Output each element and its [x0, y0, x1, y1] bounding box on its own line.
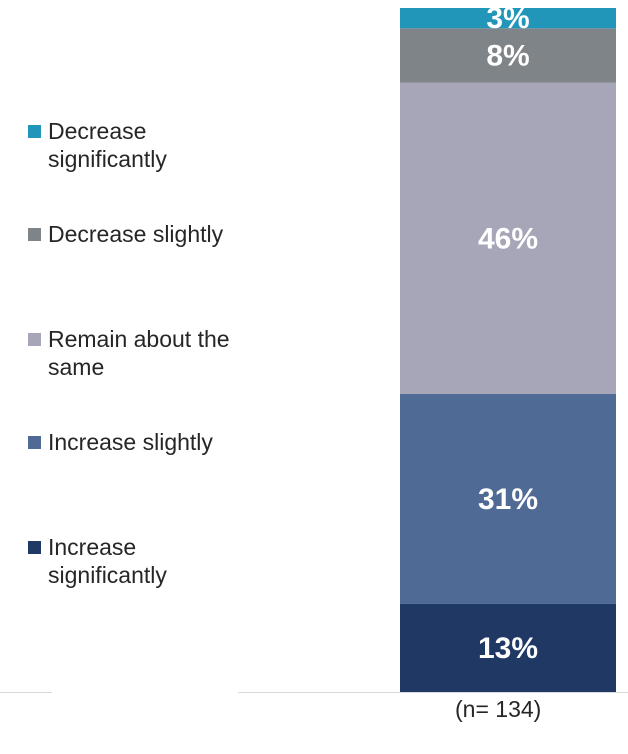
bar-segment-decrease-significantly	[400, 8, 616, 29]
legend-item-decrease-slightly: Decrease slightly	[28, 220, 293, 248]
data-label-remain-about-the-same: 46%	[478, 222, 538, 255]
legend-label-decrease-slightly: Decrease slightly	[48, 221, 224, 247]
bar-segment-remain-about-the-same	[400, 82, 616, 395]
legend-swatch-decrease-significantly	[28, 125, 41, 138]
legend-swatch-increase-slightly	[28, 436, 41, 449]
legend-item-increase-slightly: Increase slightly	[28, 428, 293, 456]
legend-label-remain-about-the-same: Remain about the same	[48, 326, 230, 380]
bar-segment-increase-significantly	[400, 603, 616, 692]
bar-segment-increase-slightly	[400, 394, 616, 604]
baseline-left	[0, 692, 52, 693]
legend-item-increase-significantly: Increase significantly	[28, 533, 208, 589]
data-label-increase-slightly: 31%	[478, 483, 538, 516]
sample-size-note: (n= 134)	[455, 696, 542, 722]
data-label-increase-significantly: 13%	[478, 632, 538, 665]
legend-item-remain-about-the-same: Remain about the same	[28, 325, 288, 381]
legend-item-decrease-significantly: Decrease significantly	[28, 117, 208, 173]
bar-segment-decrease-slightly	[400, 28, 616, 83]
legend-swatch-remain-about-the-same	[28, 333, 41, 346]
legend-label-increase-slightly: Increase slightly	[48, 429, 213, 455]
legend-label-decrease-significantly: Decrease significantly	[48, 118, 167, 172]
legend-label-increase-significantly: Increase significantly	[48, 534, 167, 588]
legend-swatch-decrease-slightly	[28, 228, 41, 241]
data-label-decrease-significantly: 3%	[486, 2, 529, 35]
baseline-right	[238, 692, 628, 693]
legend-swatch-increase-significantly	[28, 541, 41, 554]
data-label-decrease-slightly: 8%	[486, 39, 529, 72]
